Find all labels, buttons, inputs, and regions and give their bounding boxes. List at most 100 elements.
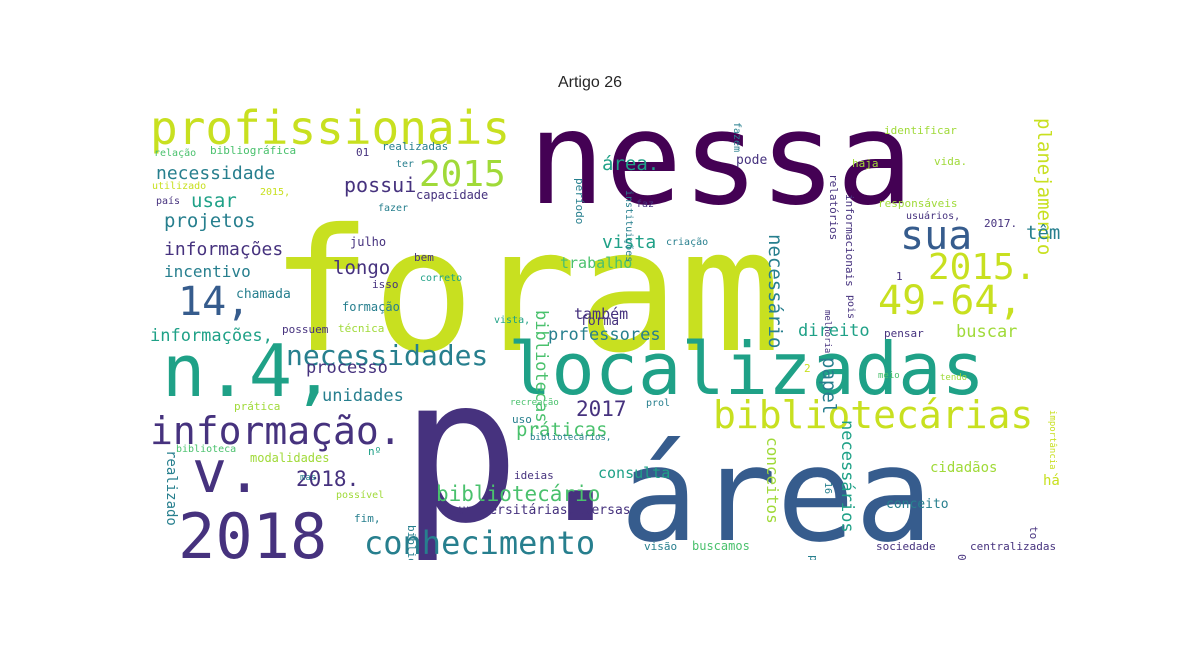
cloud-word: fazer bbox=[378, 203, 408, 214]
cloud-word: bem bbox=[414, 251, 434, 264]
cloud-word: recreação bbox=[510, 398, 559, 408]
cloud-word: também bbox=[574, 305, 628, 323]
cloud-word: necessidade bbox=[156, 163, 275, 184]
cloud-word: bibliotecas. bbox=[531, 310, 551, 433]
cloud-word: diversas bbox=[568, 503, 631, 518]
cloud-word: modalidades bbox=[250, 451, 329, 465]
cloud-word: faz bbox=[636, 199, 654, 210]
cloud-word: nº bbox=[368, 445, 381, 458]
cloud-word: sociedade bbox=[876, 540, 936, 553]
cloud-word: conhecimento bbox=[364, 524, 595, 560]
cloud-word: possui bbox=[344, 173, 416, 197]
cloud-word: vista bbox=[602, 232, 656, 253]
cloud-word: bibliotecários, bbox=[530, 433, 611, 443]
cloud-word: papel bbox=[818, 357, 840, 414]
cloud-word: melhoria bbox=[822, 310, 832, 353]
cloud-word: possuem bbox=[282, 323, 329, 336]
cloud-word: técnica bbox=[338, 322, 384, 335]
cloud-word: 01 bbox=[356, 146, 369, 159]
cloud-word: informações, bbox=[150, 326, 273, 346]
cloud-word: 2015 bbox=[419, 154, 506, 195]
cloud-word: informacionais bbox=[843, 194, 856, 287]
cloud-word: tendo bbox=[940, 373, 967, 383]
cloud-word: buscamos bbox=[692, 539, 750, 553]
cloud-word: formação bbox=[342, 300, 400, 314]
cloud-word: prol bbox=[646, 398, 670, 409]
cloud-word: v. bbox=[192, 438, 262, 506]
cloud-word: to bbox=[1027, 526, 1040, 539]
cloud-word: área. bbox=[602, 153, 659, 175]
cloud-word: ter bbox=[396, 159, 414, 170]
cloud-word: buscar bbox=[956, 322, 1017, 342]
cloud-word: unidades bbox=[322, 386, 404, 406]
cloud-word: trabalho bbox=[560, 254, 632, 272]
cloud-word: isso bbox=[372, 278, 399, 291]
cloud-word: localizadas bbox=[508, 327, 985, 411]
cloud-word: pois bbox=[845, 295, 856, 319]
cloud-word: professores bbox=[548, 325, 661, 345]
cloud-word: projetos bbox=[164, 210, 256, 232]
cloud-word: bibliotecárias bbox=[713, 393, 1033, 437]
cloud-word: relatórios bbox=[827, 174, 840, 240]
cloud-word: universitárias, bbox=[458, 503, 575, 518]
cloud-word: prática bbox=[234, 400, 280, 413]
cloud-word: conceito bbox=[886, 497, 949, 512]
cloud-word: nessa bbox=[528, 100, 913, 234]
cloud-word: necessidades bbox=[286, 339, 488, 372]
cloud-word: bibliotecárias, bbox=[405, 525, 418, 560]
cloud-word: 06 bbox=[955, 554, 968, 560]
cloud-word: correto bbox=[420, 273, 462, 284]
cloud-word: utilizado bbox=[152, 181, 206, 192]
cloud-word: instituições bbox=[623, 190, 634, 262]
cloud-word: criação bbox=[666, 237, 708, 248]
cloud-word: 2015. bbox=[928, 247, 1036, 288]
cloud-word: 49-64, bbox=[878, 278, 1023, 324]
cloud-word: importância bbox=[1047, 410, 1057, 470]
cloud-word: informações bbox=[164, 239, 283, 260]
cloud-word: responsáveis bbox=[878, 197, 957, 210]
cloud-word: relação bbox=[154, 148, 196, 159]
cloud-word: realizadas bbox=[382, 140, 448, 153]
cloud-word: usar bbox=[191, 190, 237, 212]
cloud-word: usuários, bbox=[906, 210, 960, 222]
cloud-word: conceitos bbox=[763, 437, 782, 524]
cloud-word: país bbox=[156, 195, 180, 207]
cloud-word: vista, bbox=[494, 315, 530, 326]
cloud-word: 2018. bbox=[296, 467, 359, 491]
cloud-word: têm bbox=[1026, 222, 1060, 244]
cloud-word: processo bbox=[306, 358, 388, 378]
cloud-word: período bbox=[573, 178, 586, 224]
cloud-word: n.4, bbox=[162, 329, 335, 413]
cloud-word: capacidade bbox=[416, 188, 488, 202]
cloud-word: identificar bbox=[884, 124, 957, 137]
cloud-word: 2 bbox=[804, 362, 811, 375]
cloud-word: bibliográfica bbox=[210, 144, 296, 157]
cloud-word: ideias bbox=[514, 469, 554, 482]
cloud-word: possível bbox=[336, 489, 384, 501]
cloud-word: 16 bbox=[822, 482, 833, 494]
cloud-word: forma bbox=[580, 314, 619, 329]
cloud-word: longo bbox=[333, 257, 390, 279]
cloud-word: foram bbox=[270, 193, 782, 391]
cloud-word: pensar bbox=[884, 327, 924, 340]
cloud-word: 14, bbox=[178, 279, 250, 325]
cloud-word: vida. bbox=[934, 155, 967, 168]
cloud-word: sua bbox=[900, 213, 972, 259]
cloud-word: fazem bbox=[731, 122, 742, 152]
cloud-word: direito bbox=[798, 321, 870, 341]
chart-title: Artigo 26 bbox=[557, 74, 623, 91]
cloud-word: 2017. bbox=[984, 217, 1017, 230]
cloud-word: informação. bbox=[150, 409, 402, 453]
cloud-word: planejamento bbox=[1033, 118, 1055, 255]
cloud-word: pode bbox=[736, 153, 767, 168]
cloud-word: profissionais bbox=[150, 101, 510, 155]
cloud-word: fim, bbox=[354, 512, 381, 525]
cloud-word: centralizadas bbox=[970, 540, 1056, 553]
cloud-word: necessários bbox=[837, 420, 857, 533]
cloud-word: 2018 bbox=[178, 500, 327, 560]
cloud-word: chamada bbox=[236, 287, 291, 302]
cloud-word: realizado bbox=[163, 450, 179, 526]
cloud-word: julho bbox=[350, 235, 386, 249]
cloud-word: consulta bbox=[598, 464, 670, 482]
